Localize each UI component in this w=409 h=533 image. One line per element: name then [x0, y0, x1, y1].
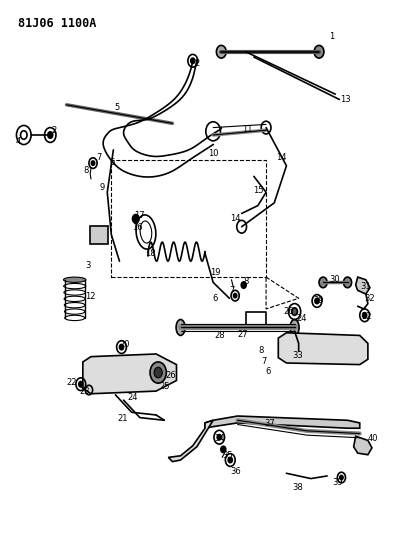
Text: 25: 25: [159, 382, 169, 391]
Text: 8: 8: [258, 346, 263, 355]
Text: 28: 28: [213, 331, 224, 340]
Text: 6: 6: [265, 367, 270, 376]
Text: 6: 6: [109, 158, 115, 167]
Text: 22: 22: [361, 312, 371, 321]
Text: 8: 8: [83, 166, 89, 175]
Text: 26: 26: [165, 370, 175, 379]
Text: 81J06 1100A: 81J06 1100A: [18, 17, 96, 30]
Circle shape: [313, 45, 323, 58]
Text: 36: 36: [230, 467, 241, 476]
Text: 2: 2: [52, 126, 57, 135]
Text: 40: 40: [367, 434, 378, 443]
Text: 14: 14: [276, 154, 286, 163]
Text: 33: 33: [292, 351, 303, 360]
Polygon shape: [355, 277, 369, 294]
Text: 17: 17: [134, 211, 145, 220]
Text: 12: 12: [85, 292, 95, 301]
Text: 37: 37: [263, 419, 274, 428]
Circle shape: [190, 58, 194, 63]
Circle shape: [217, 434, 221, 440]
Circle shape: [339, 475, 342, 480]
Text: 34: 34: [213, 434, 224, 443]
Circle shape: [240, 282, 245, 288]
Polygon shape: [204, 416, 359, 428]
Text: 5: 5: [115, 103, 120, 112]
Text: 15: 15: [252, 186, 263, 195]
Circle shape: [91, 161, 94, 165]
Text: 18: 18: [144, 249, 155, 259]
Text: 3: 3: [85, 261, 90, 270]
Circle shape: [343, 277, 351, 288]
Text: 38: 38: [292, 483, 303, 492]
Circle shape: [216, 45, 226, 58]
Text: 27: 27: [236, 330, 247, 339]
Text: 14: 14: [230, 214, 240, 223]
Text: 29: 29: [312, 296, 323, 305]
Text: 21: 21: [117, 414, 128, 423]
Text: 10: 10: [207, 149, 218, 158]
Circle shape: [233, 294, 236, 298]
Text: 26: 26: [283, 307, 293, 316]
Text: 4: 4: [16, 137, 21, 146]
Polygon shape: [83, 354, 176, 394]
Circle shape: [119, 344, 123, 350]
Text: 32: 32: [364, 294, 374, 303]
Polygon shape: [168, 420, 213, 462]
Text: 16: 16: [132, 223, 142, 232]
Text: 19: 19: [209, 268, 220, 277]
Text: 2: 2: [194, 60, 199, 68]
Text: 6: 6: [212, 294, 217, 303]
Text: 24: 24: [127, 393, 137, 402]
Ellipse shape: [63, 277, 85, 282]
Circle shape: [48, 132, 53, 138]
Polygon shape: [278, 333, 367, 365]
Text: 39: 39: [331, 478, 342, 487]
Circle shape: [314, 298, 318, 304]
Text: 13: 13: [339, 95, 350, 104]
Text: 31: 31: [360, 282, 370, 291]
Text: 7: 7: [96, 153, 101, 162]
Circle shape: [220, 446, 225, 453]
Text: 1: 1: [328, 32, 333, 41]
Text: 7: 7: [261, 358, 266, 367]
Text: 7: 7: [229, 286, 234, 295]
Text: 9: 9: [99, 183, 105, 192]
Text: 35: 35: [222, 451, 232, 461]
Ellipse shape: [290, 319, 298, 335]
Text: 23: 23: [79, 387, 90, 396]
Circle shape: [154, 367, 162, 378]
Circle shape: [362, 313, 366, 318]
Circle shape: [150, 362, 166, 383]
Ellipse shape: [175, 319, 184, 335]
Text: 11: 11: [242, 125, 252, 134]
Text: 30: 30: [328, 275, 339, 284]
FancyBboxPatch shape: [90, 225, 108, 244]
Circle shape: [132, 215, 139, 223]
Circle shape: [291, 308, 297, 316]
Polygon shape: [353, 436, 371, 455]
Circle shape: [228, 457, 232, 463]
Circle shape: [318, 277, 326, 288]
Circle shape: [79, 382, 83, 387]
Text: 8: 8: [243, 277, 249, 286]
Text: 22: 22: [66, 377, 76, 386]
Text: 20: 20: [119, 340, 130, 349]
Text: 24: 24: [296, 314, 306, 323]
